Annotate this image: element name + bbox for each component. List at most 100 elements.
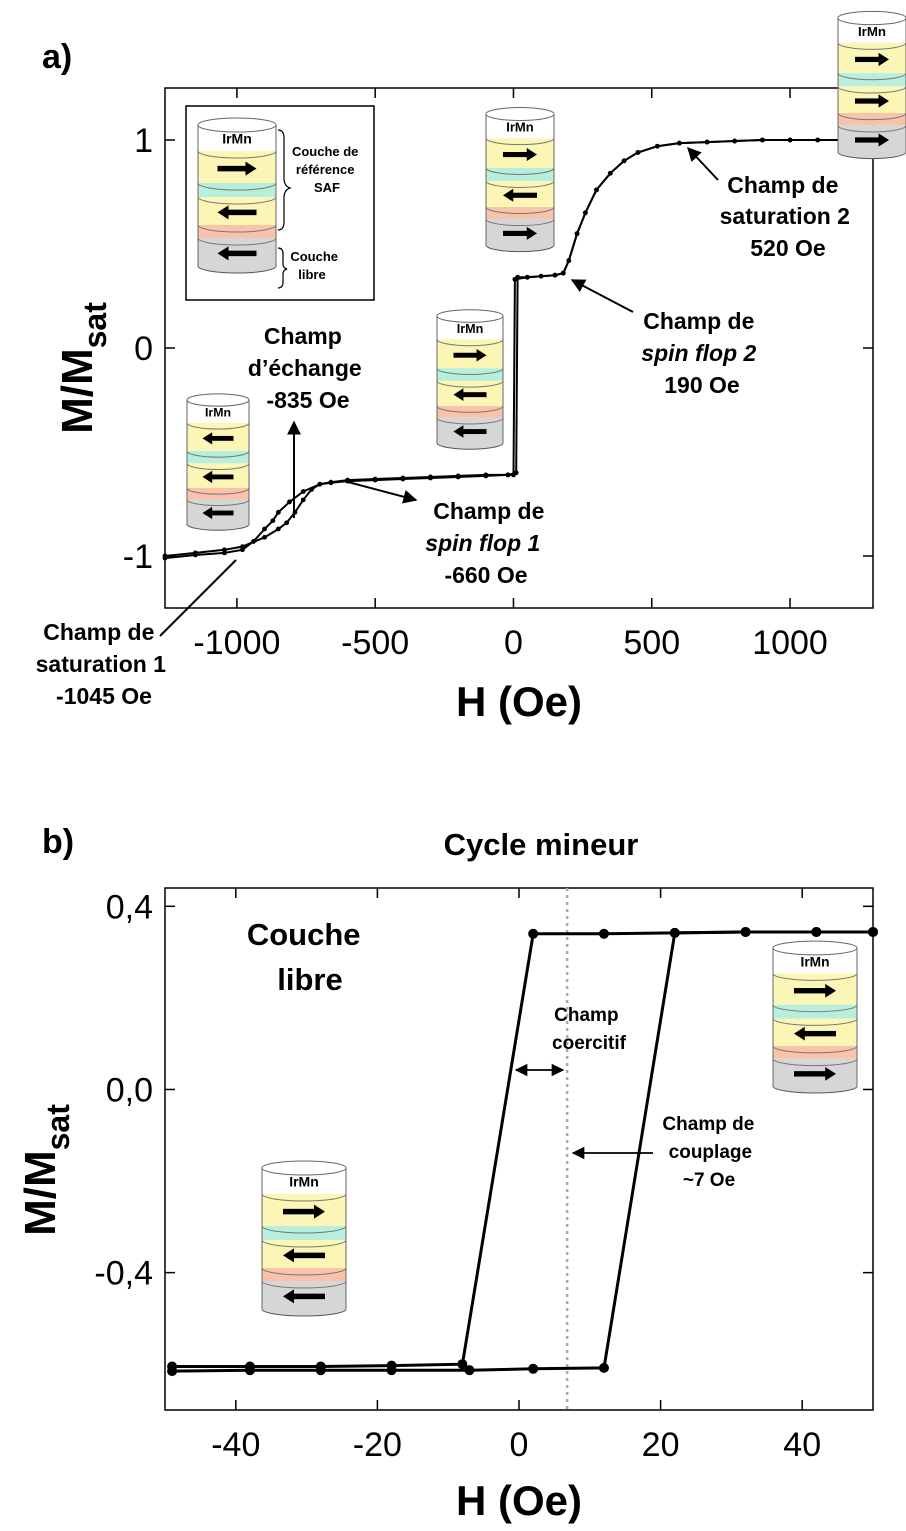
annotation-couche-libre: Couche libre: [247, 917, 369, 997]
data-point: [400, 475, 406, 481]
data-point: [669, 927, 680, 938]
left-arrow-icon: [794, 1026, 836, 1041]
x-tick-label: -500: [341, 624, 409, 662]
stack-label: IrMn: [289, 1174, 319, 1190]
data-point: [566, 258, 572, 264]
data-point: [275, 526, 281, 532]
layer-stack-icon: IrMn: [197, 117, 277, 274]
inset-ref-line-3: SAF: [314, 180, 340, 195]
right-arrow-icon: [855, 52, 889, 67]
panel-b-stack-icons: IrMn IrMn: [261, 940, 858, 1317]
inset-stack-icon: IrMn: [197, 117, 277, 274]
panel-a-x-axis-label: H (Oe): [456, 678, 582, 725]
right-arrow-icon: [855, 94, 889, 108]
right-arrow-icon: [503, 148, 537, 162]
libre-line-1: Couche: [247, 917, 361, 952]
sf2-line-2: spin flop 2: [641, 340, 756, 366]
data-point: [275, 509, 281, 515]
data-point: [787, 137, 793, 143]
data-point: [513, 470, 519, 476]
panel-b-y-label-main: M/M: [16, 1150, 65, 1236]
sat1-line-1: Champ de: [43, 619, 154, 645]
svg-text:Couche libre: Couche libre: [247, 917, 369, 997]
left-arrow-icon: [453, 425, 487, 438]
annotation-coercive: Champ coercitif: [514, 1005, 627, 1077]
data-point: [598, 1362, 609, 1373]
data-point: [635, 150, 641, 155]
panel-b-y-axis-label: M/Msat: [16, 1104, 76, 1236]
sf1-line-1: Champ de: [433, 498, 544, 524]
panel-a-series: [162, 137, 848, 561]
data-point: [240, 547, 245, 553]
layer-stack-icon: IrMn: [772, 940, 858, 1094]
annotation-spin-flop-2: Champ de spin flop 2 190 Oe: [570, 279, 757, 398]
stack-label: IrMn: [506, 119, 534, 134]
panel-b-series: [167, 926, 878, 1377]
inset-free-line-2: libre: [298, 267, 325, 282]
panel-b-title: Cycle mineur: [444, 827, 639, 862]
data-point: [222, 550, 227, 556]
data-point: [524, 274, 530, 280]
data-point: [162, 555, 168, 561]
coupling-line-3: ~7 Oe: [683, 1170, 735, 1191]
x-tick-label: 0: [510, 1426, 529, 1464]
svg-text:Champ de saturation 2: Champ de saturation 2 520 Oe: [720, 172, 857, 261]
data-point: [270, 518, 276, 524]
x-tick-label: 40: [783, 1426, 821, 1464]
annotation-saturation-1: Champ de saturation 1 -1045 Oe: [36, 559, 237, 709]
svg-text:Champ coercitif: Champ coercitif: [552, 1005, 627, 1054]
exch-line-3: -835 Oe: [266, 387, 349, 413]
x-tick-label: 500: [623, 624, 680, 662]
panel-a-y-label-sub: sat: [77, 302, 113, 349]
exch-line-1: Champ: [264, 323, 342, 349]
panel-a-y-axis-label: M/Msat: [53, 302, 113, 434]
panel-b-x-axis-label: H (Oe): [456, 1477, 582, 1524]
data-point: [386, 1365, 397, 1376]
annotation-saturation-2: Champ de saturation 2 520 Oe: [687, 146, 857, 261]
data-point: [193, 552, 198, 558]
panel-a-label: a): [42, 38, 72, 76]
data-point: [287, 499, 292, 505]
data-point: [300, 497, 306, 503]
svg-text:M/Msat: M/Msat: [16, 1104, 76, 1236]
sf2-line-1: Champ de: [643, 308, 754, 334]
data-point: [815, 137, 821, 143]
data-point: [315, 1365, 326, 1376]
x-tick-label: 0: [504, 624, 523, 662]
y-tick-label: -1: [123, 538, 153, 576]
data-point: [704, 139, 710, 145]
sat1-line-2: saturation 1: [36, 651, 167, 677]
data-point: [505, 472, 511, 478]
data-point: [868, 926, 878, 937]
x-tick-label: -40: [211, 1426, 260, 1464]
panel-b-y-label-sub: sat: [40, 1104, 76, 1151]
coercive-line-1: Champ: [554, 1005, 618, 1026]
data-point: [552, 272, 558, 278]
sf1-line-2: spin flop 1: [425, 530, 540, 556]
x-tick-label: 1000: [752, 624, 828, 662]
data-point: [251, 539, 256, 544]
data-point: [284, 520, 290, 526]
annotation-coupling: Champ de couplage ~7 Oe: [571, 1114, 754, 1191]
x-tick-label: -20: [353, 1426, 402, 1464]
svg-text:Champ de saturation 1: Champ de saturation 1 -1045 Oe: [36, 619, 173, 709]
data-point: [428, 474, 433, 480]
left-arrow-icon: [503, 188, 537, 202]
stack-label: IrMn: [801, 954, 830, 969]
data-point: [515, 274, 521, 280]
left-arrow-icon: [453, 388, 487, 401]
data-point: [262, 534, 267, 540]
data-point: [598, 928, 609, 939]
layer-stack-icon: IrMn: [485, 106, 555, 253]
right-arrow-icon: [503, 226, 537, 240]
data-point: [244, 1365, 255, 1376]
sat2-line-3: 520 Oe: [750, 235, 825, 261]
data-point: [538, 273, 544, 279]
left-arrow-icon: [202, 432, 234, 445]
data-point: [594, 187, 599, 193]
layer-stack-icon: IrMn: [436, 309, 504, 450]
inset-reference-label: Couche de référence SAF: [292, 144, 362, 195]
data-point: [167, 1366, 178, 1377]
left-arrow-icon: [217, 246, 257, 261]
right-arrow-icon: [453, 348, 487, 362]
